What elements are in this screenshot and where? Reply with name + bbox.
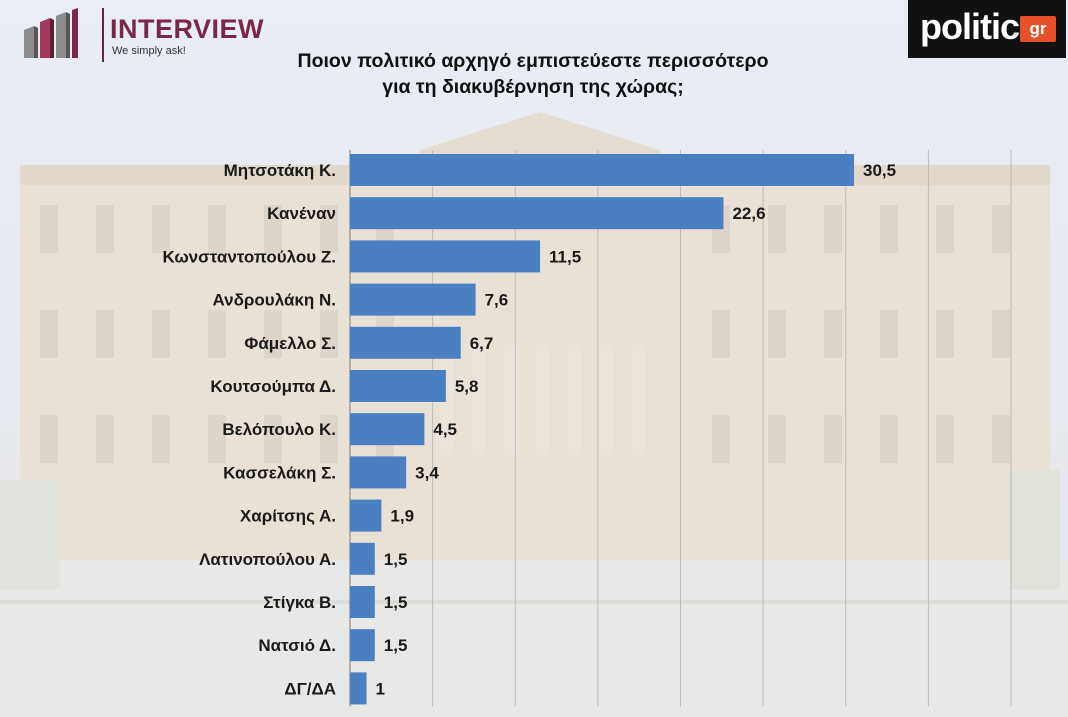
- bar: [350, 499, 382, 532]
- bar: [350, 197, 724, 230]
- category-label: Χαρίτσης Α.: [240, 507, 336, 526]
- category-label: Στίγκα Β.: [263, 593, 336, 612]
- bar: [350, 672, 367, 705]
- chart-title: Ποιον πολιτικό αρχηγό εμπιστεύεστε περισ…: [200, 48, 866, 100]
- data-label: 1,5: [384, 636, 408, 655]
- data-label: 1: [376, 679, 385, 698]
- category-label: Μητσοτάκη Κ.: [224, 161, 336, 180]
- data-label: 1,5: [384, 593, 408, 612]
- data-label: 4,5: [433, 420, 457, 439]
- data-label: 22,6: [732, 204, 765, 223]
- bar: [350, 413, 425, 446]
- category-label: Φάμελλο Σ.: [244, 334, 336, 353]
- data-label: 11,5: [549, 247, 581, 266]
- bar: [350, 326, 461, 359]
- interview-logo: INTERVIEW We simply ask!: [18, 4, 264, 66]
- data-label: 7,6: [485, 291, 509, 310]
- data-label: 30,5: [863, 161, 896, 180]
- category-label: Κανέναν: [267, 204, 336, 223]
- category-label: Κασσελάκη Σ.: [223, 463, 336, 482]
- data-label: 3,4: [415, 463, 439, 482]
- data-label: 1,9: [390, 507, 414, 526]
- bar: [350, 542, 375, 575]
- politic-logo: politic gr: [908, 0, 1066, 58]
- brand-name: INTERVIEW: [110, 14, 265, 44]
- category-label: Βελόπουλο Κ.: [222, 420, 336, 439]
- bar: [350, 629, 375, 662]
- brand-tagline: We simply ask!: [112, 45, 186, 57]
- category-label: Κουτσούμπα Δ.: [210, 377, 336, 396]
- category-label: Ανδρουλάκη Ν.: [213, 291, 337, 310]
- partner-tag: gr: [1020, 16, 1056, 42]
- category-label: Νατσιό Δ.: [258, 636, 336, 655]
- category-label: Κωνσταντοπούλου Ζ.: [162, 247, 336, 266]
- data-label: 5,8: [455, 377, 479, 396]
- bar: [350, 456, 407, 489]
- bar: [350, 370, 446, 402]
- interview-bars-icon: [24, 8, 78, 58]
- bar: [350, 586, 375, 618]
- bar: [350, 154, 855, 186]
- partner-name: politic: [920, 6, 1020, 47]
- category-label: ΔΓ/ΔΑ: [284, 679, 336, 698]
- bar: [350, 240, 541, 273]
- logo-divider: [102, 8, 104, 62]
- chart-title-line-2: για τη διακυβέρνηση της χώρας;: [382, 76, 684, 98]
- data-label: 1,5: [384, 550, 408, 569]
- chart-title-line-1: Ποιον πολιτικό αρχηγό εμπιστεύεστε περισ…: [297, 50, 769, 72]
- data-label: 6,7: [470, 334, 494, 353]
- category-label: Λατινοπούλου Α.: [199, 550, 336, 569]
- bar: [350, 283, 476, 316]
